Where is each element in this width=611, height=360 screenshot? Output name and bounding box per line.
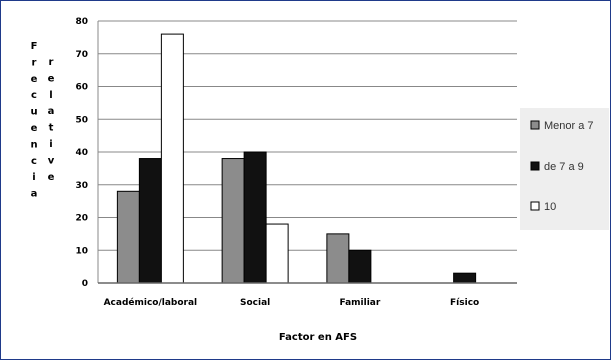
- legend-swatch: [530, 201, 540, 211]
- y-axis-label-letter: l: [49, 90, 52, 101]
- y-axis-label-letter: r: [32, 57, 37, 68]
- y-axis-label-letter: e: [48, 73, 55, 84]
- y-tick-label: 40: [75, 148, 88, 158]
- x-tick-label: Social: [240, 298, 270, 308]
- y-axis-label-letter: a: [48, 106, 55, 117]
- bar: [348, 249, 372, 284]
- y-axis-label-letter: n: [30, 139, 37, 150]
- y-tick-label: 0: [82, 279, 88, 289]
- bars: [116, 33, 477, 284]
- x-tick-label: Académico/laboral: [104, 297, 198, 308]
- y-axis-label-letter: r: [49, 57, 54, 68]
- y-tick-label: 50: [75, 115, 88, 125]
- x-tick-label: Familiar: [339, 298, 380, 308]
- y-axis-label-letter: e: [48, 172, 55, 183]
- y-axis-label-letter: c: [31, 156, 37, 167]
- legend-label: 10: [544, 201, 556, 213]
- legend-label: de 7 a 9: [544, 161, 584, 173]
- bar: [265, 223, 289, 284]
- y-tick-label: 60: [75, 83, 88, 93]
- legend-swatch: [530, 161, 540, 171]
- x-axis-label: Factor en AFS: [279, 332, 357, 343]
- y-tick-label: 20: [75, 214, 88, 224]
- bar: [453, 272, 477, 284]
- y-axis-label-letter: i: [32, 172, 35, 183]
- x-tick-label: Físico: [450, 298, 479, 308]
- y-axis: 0 10 20 30 40 50 60 70 80: [75, 17, 99, 289]
- bar: [138, 158, 162, 284]
- y-axis-label-letter: v: [48, 155, 55, 166]
- y-axis-label-letter: a: [31, 189, 38, 200]
- y-tick-label: 80: [75, 17, 88, 27]
- y-tick-label: 10: [75, 246, 88, 256]
- legend: Menor a 7 de 7 a 9 10: [520, 108, 609, 230]
- y-axis-label-letter: c: [31, 90, 37, 101]
- y-tick-label: 70: [75, 50, 88, 60]
- bar: [160, 33, 184, 284]
- y-axis-label-letter: e: [31, 123, 38, 134]
- bar: [326, 233, 350, 284]
- y-axis-label-letter: e: [31, 74, 38, 85]
- y-axis-label-letter: i: [49, 139, 52, 150]
- y-axis-label-letter: t: [49, 123, 54, 134]
- y-axis-label-letter: F: [31, 41, 38, 52]
- legend-swatch: [530, 120, 540, 130]
- y-tick-label: 30: [75, 181, 88, 191]
- bar: [116, 190, 140, 284]
- bar: [221, 158, 245, 284]
- x-axis: Académico/laboral Social Familiar Físico: [98, 282, 517, 308]
- legend-label: Menor a 7: [544, 120, 594, 132]
- y-axis-label-letter: u: [30, 107, 37, 118]
- bar: [243, 151, 267, 284]
